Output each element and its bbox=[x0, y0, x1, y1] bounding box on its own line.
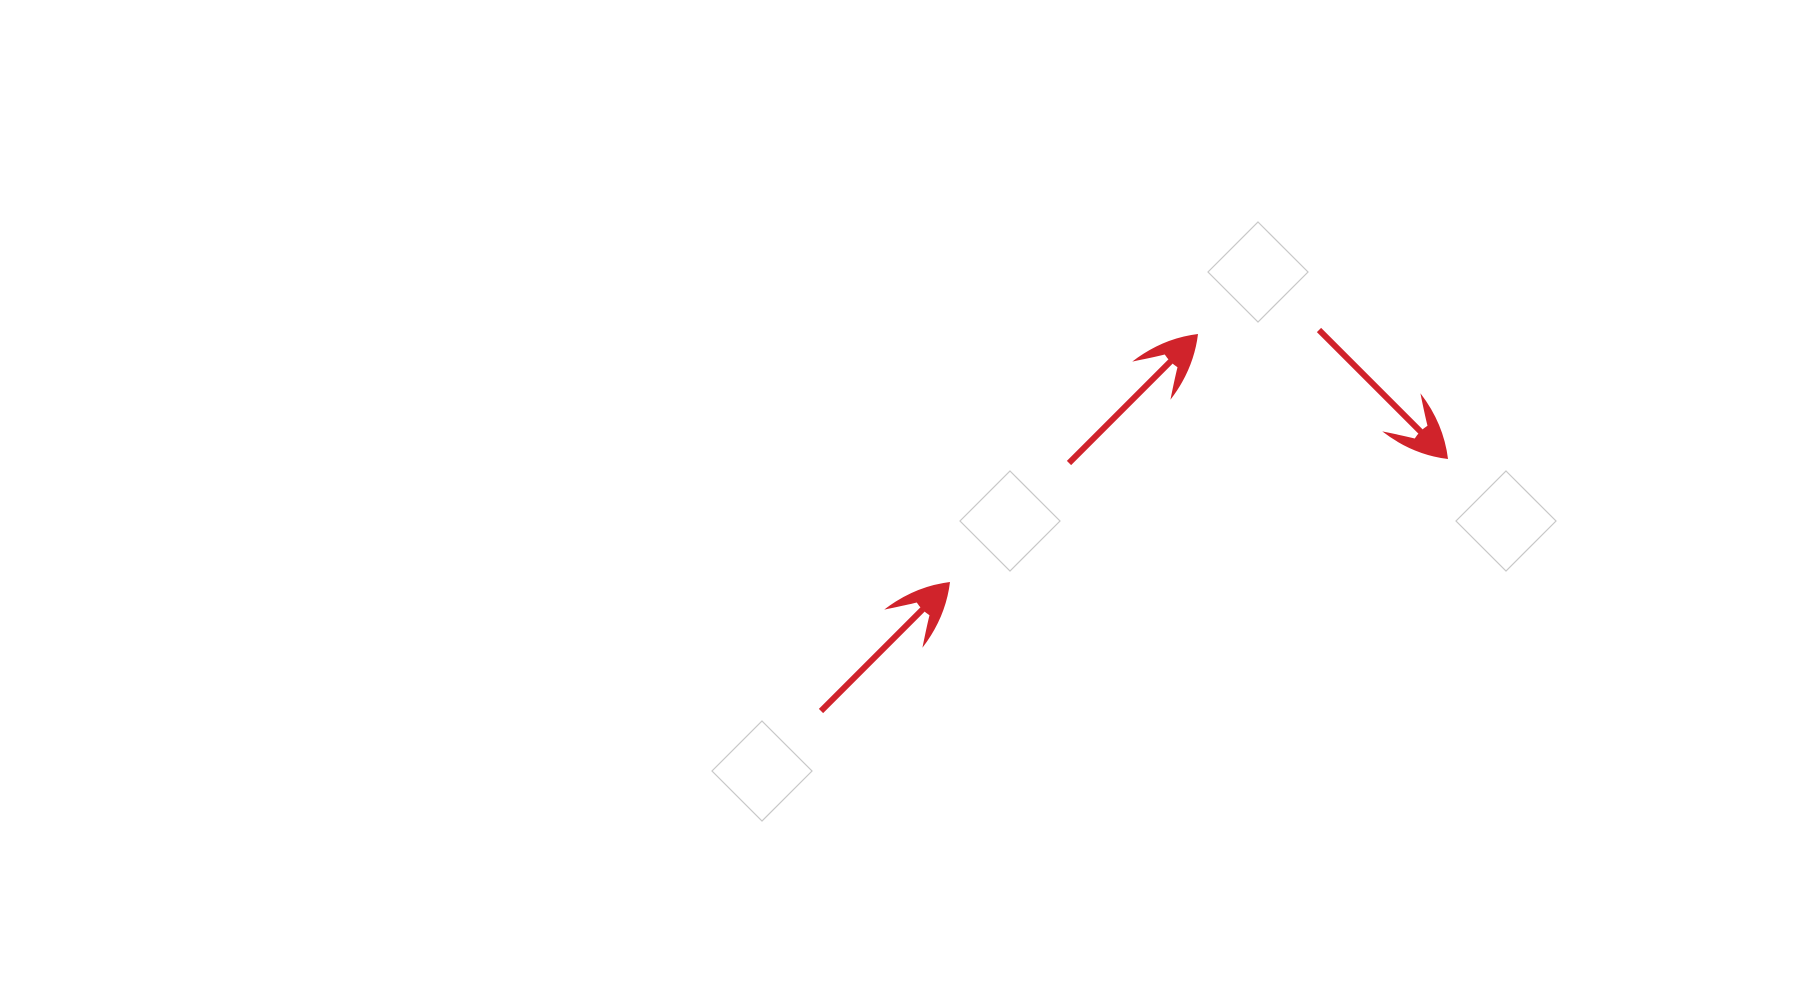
arrow-node1-to-node2[interactable] bbox=[818, 563, 969, 714]
arrow-head bbox=[1132, 334, 1198, 400]
arrow-head bbox=[884, 582, 950, 648]
diamond-node-1[interactable] bbox=[711, 720, 813, 822]
arrow-shaft bbox=[818, 603, 929, 714]
diamond-node-4[interactable] bbox=[1455, 470, 1557, 572]
diamond-node-3[interactable] bbox=[1207, 221, 1309, 323]
arrow-node3-to-node4[interactable] bbox=[1316, 327, 1467, 478]
arrow-shaft bbox=[1066, 355, 1177, 466]
arrow-node2-to-node3[interactable] bbox=[1066, 315, 1217, 466]
arrow-shaft bbox=[1316, 327, 1427, 438]
arrow-head bbox=[1382, 393, 1448, 459]
diamond-node-2[interactable] bbox=[959, 470, 1061, 572]
edges-group bbox=[818, 315, 1467, 714]
nodes-group bbox=[711, 221, 1557, 822]
